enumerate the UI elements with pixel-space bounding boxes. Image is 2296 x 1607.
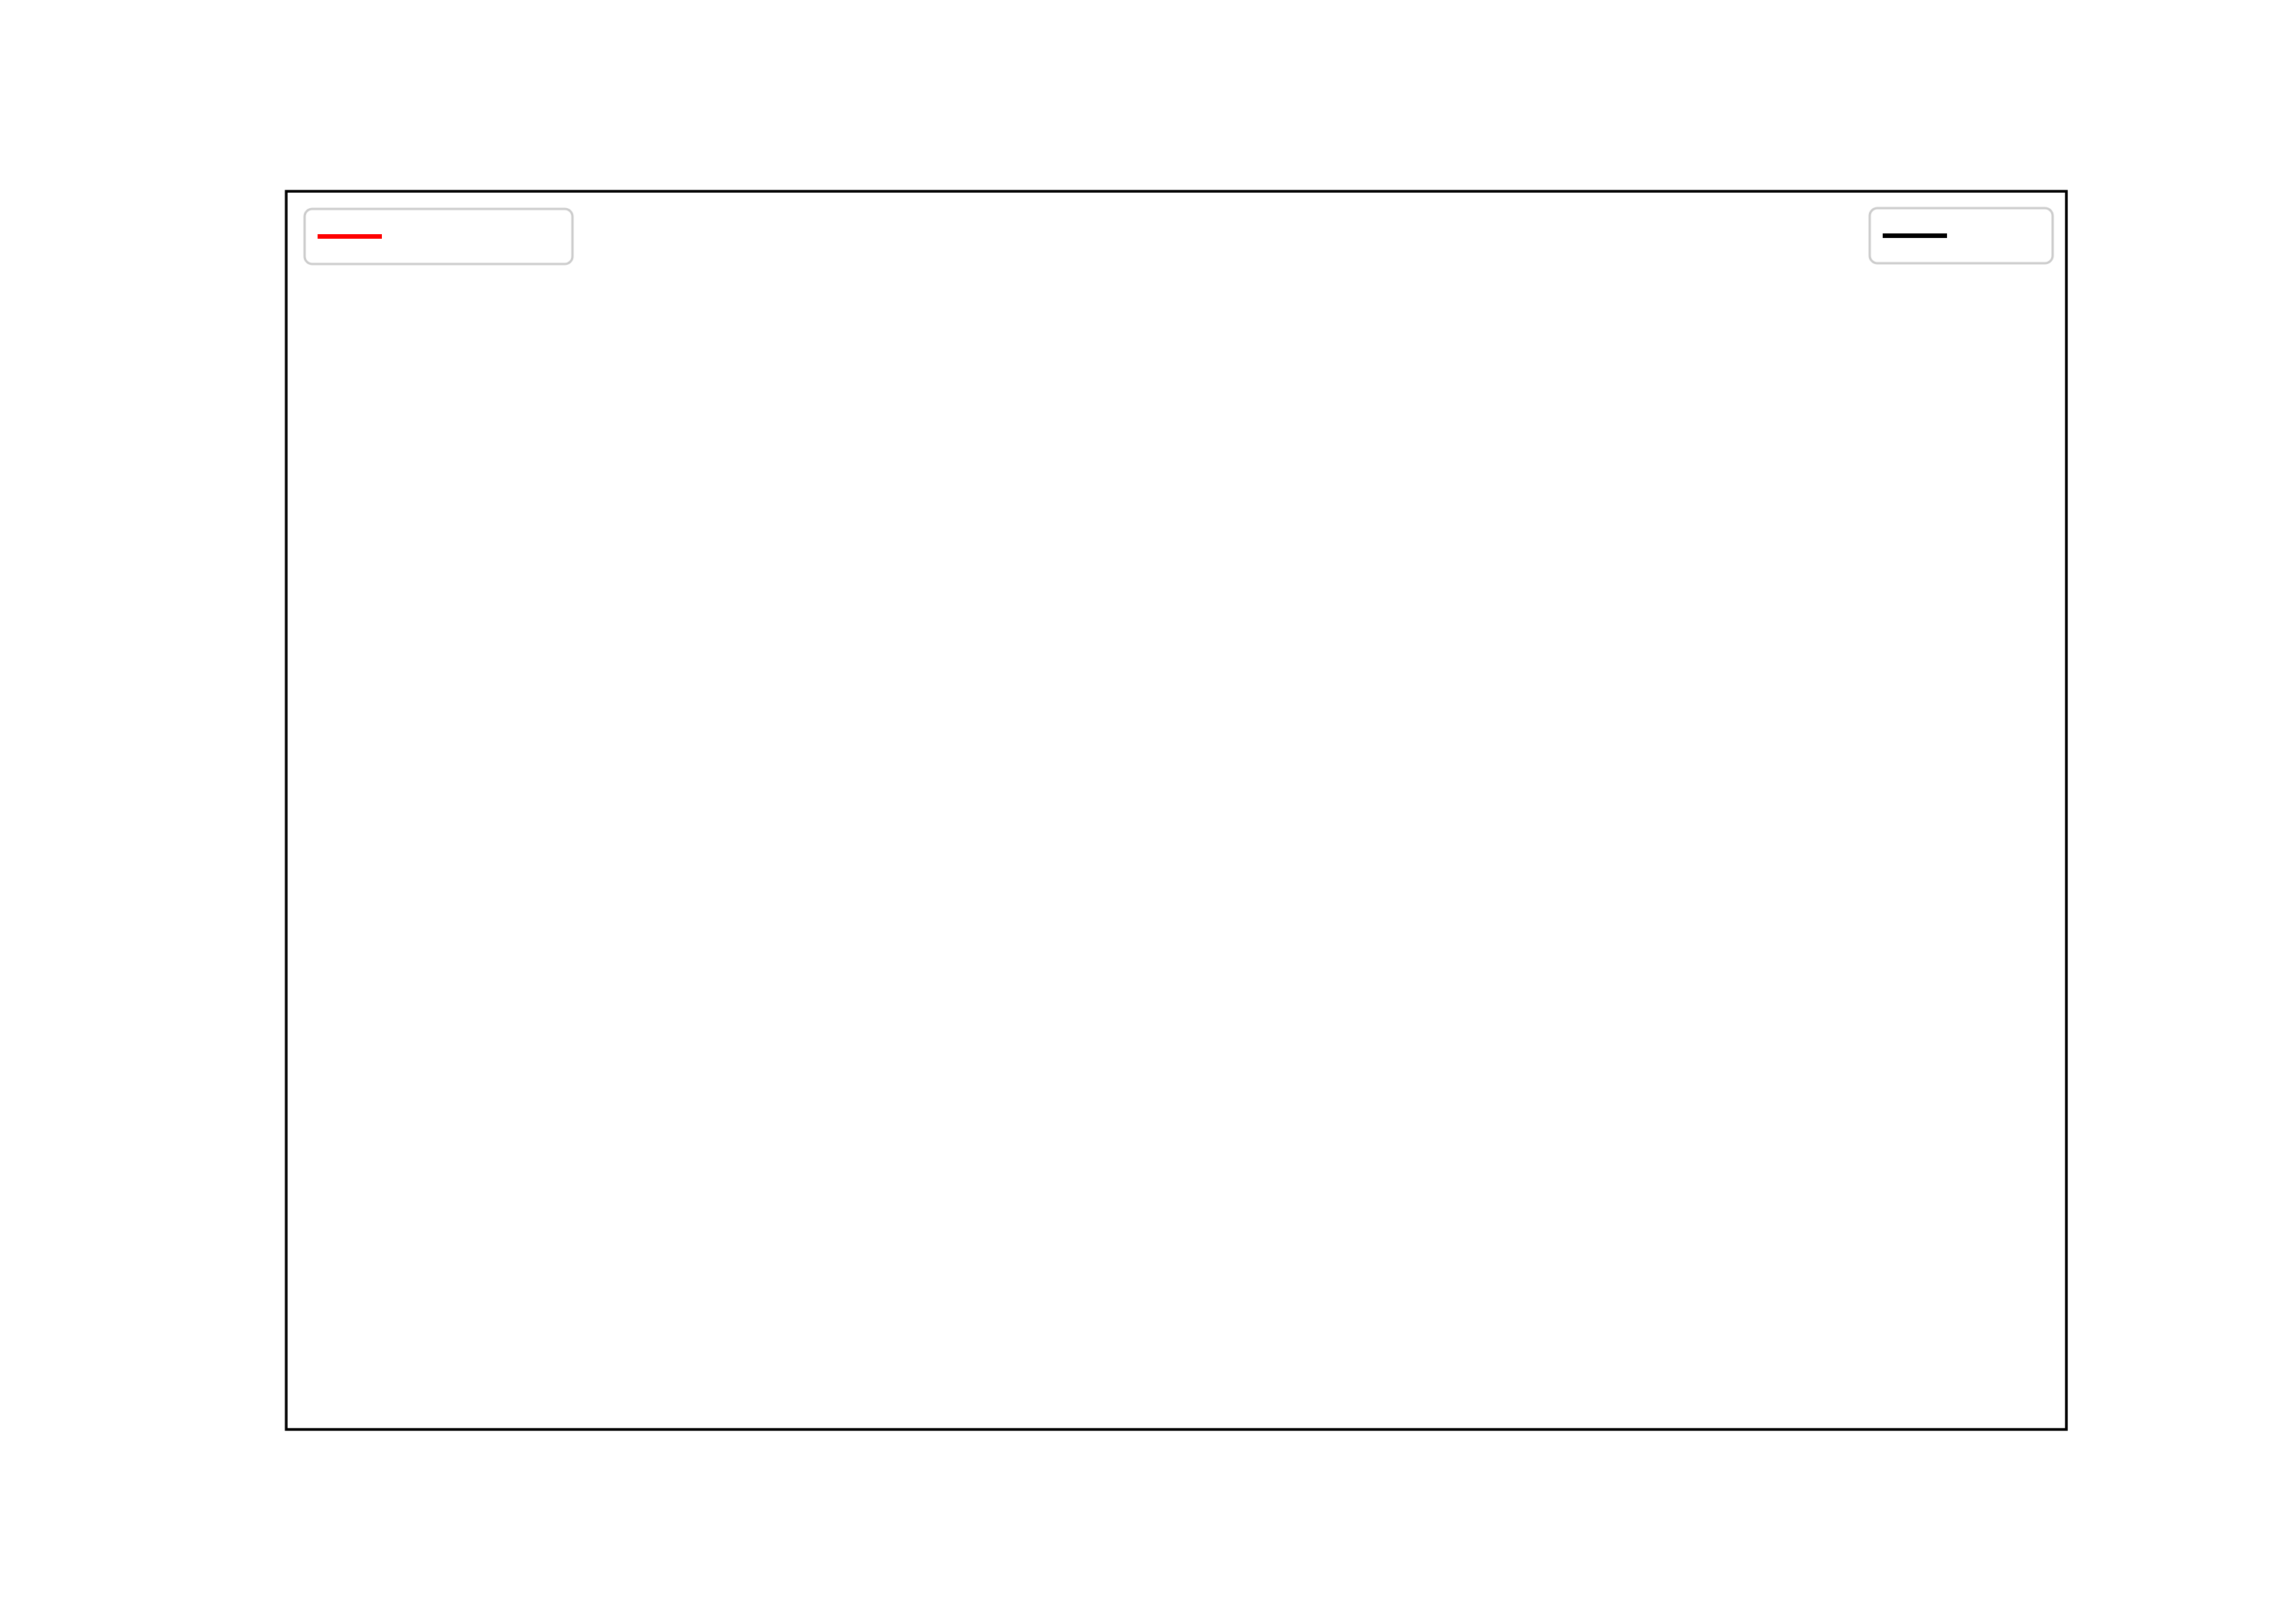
legend-flux-error xyxy=(303,207,574,266)
legend-flux-error-box xyxy=(303,207,574,266)
legend-flux-box xyxy=(1868,207,2054,265)
legend-flux xyxy=(1868,207,2054,265)
plot-border xyxy=(285,190,2068,1431)
